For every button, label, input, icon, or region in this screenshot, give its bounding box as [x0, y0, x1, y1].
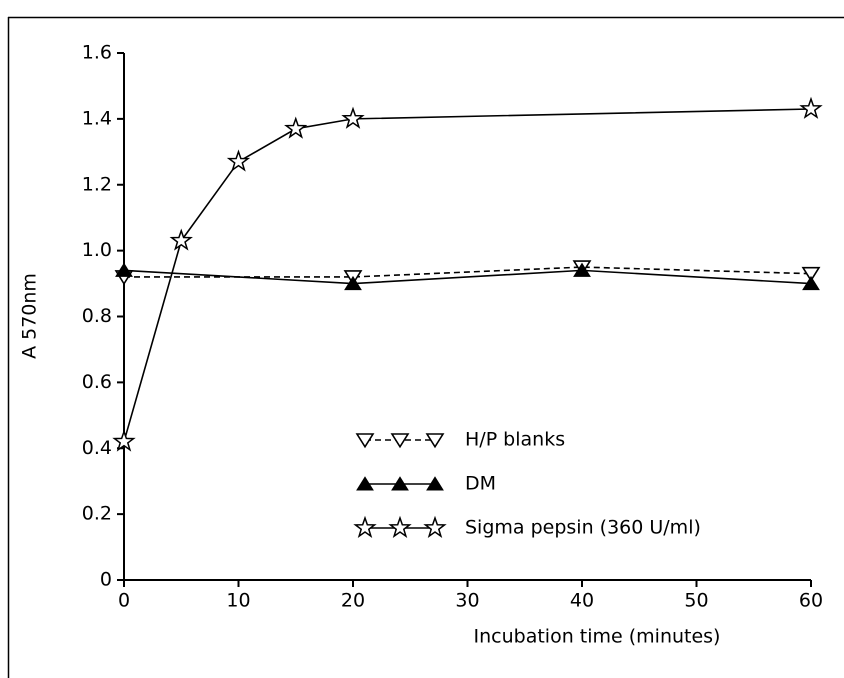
y-tick-label: 1.4 [82, 107, 112, 129]
y-axis-label: A 570nm [19, 273, 41, 359]
x-tick-label: 0 [118, 590, 130, 612]
x-tick-label: 40 [570, 590, 594, 612]
x-tick-label: 10 [226, 590, 250, 612]
y-tick-label: 0.8 [82, 305, 112, 327]
legend-marker [391, 476, 409, 491]
legend-marker [423, 515, 447, 538]
legend-marker [353, 515, 377, 538]
frame [7, 16, 844, 678]
series-line [123, 108, 812, 442]
legend-marker [425, 433, 445, 449]
marker [169, 228, 193, 251]
y-tick-label: 0.4 [82, 437, 112, 459]
x-tick-label: 20 [341, 590, 365, 612]
y-tick-label: 1.2 [82, 173, 112, 195]
y-tick-label: 0.6 [82, 371, 112, 393]
marker [344, 275, 362, 291]
axes [123, 53, 811, 581]
x-tick-label: 30 [455, 590, 479, 612]
legend-label: Sigma pepsin (360 U/ml) [465, 517, 701, 539]
y-tick-label: 0.2 [82, 503, 112, 525]
x-tick-label: 50 [684, 590, 708, 612]
legend-label: H/P blanks [465, 429, 565, 451]
series-line [123, 269, 812, 285]
y-tick-label: 1.0 [82, 239, 112, 261]
legend-marker [426, 476, 444, 491]
legend-marker [388, 515, 412, 538]
legend-marker [390, 433, 410, 449]
marker [284, 116, 308, 139]
series-line [124, 266, 812, 278]
legend-label: DM [465, 473, 496, 495]
x-axis-label: Incubation time (minutes) [474, 626, 721, 648]
marker [573, 262, 591, 277]
y-tick-label: 1.6 [82, 42, 112, 64]
y-tick-label: 0 [100, 569, 112, 591]
marker [341, 106, 365, 129]
legend-marker [355, 433, 375, 449]
marker [801, 266, 821, 282]
marker [115, 262, 133, 277]
marker [112, 429, 136, 452]
legend-marker [356, 476, 374, 491]
marker [802, 275, 820, 291]
marker [226, 149, 251, 172]
x-tick-label: 60 [799, 590, 823, 612]
marker [799, 96, 823, 119]
